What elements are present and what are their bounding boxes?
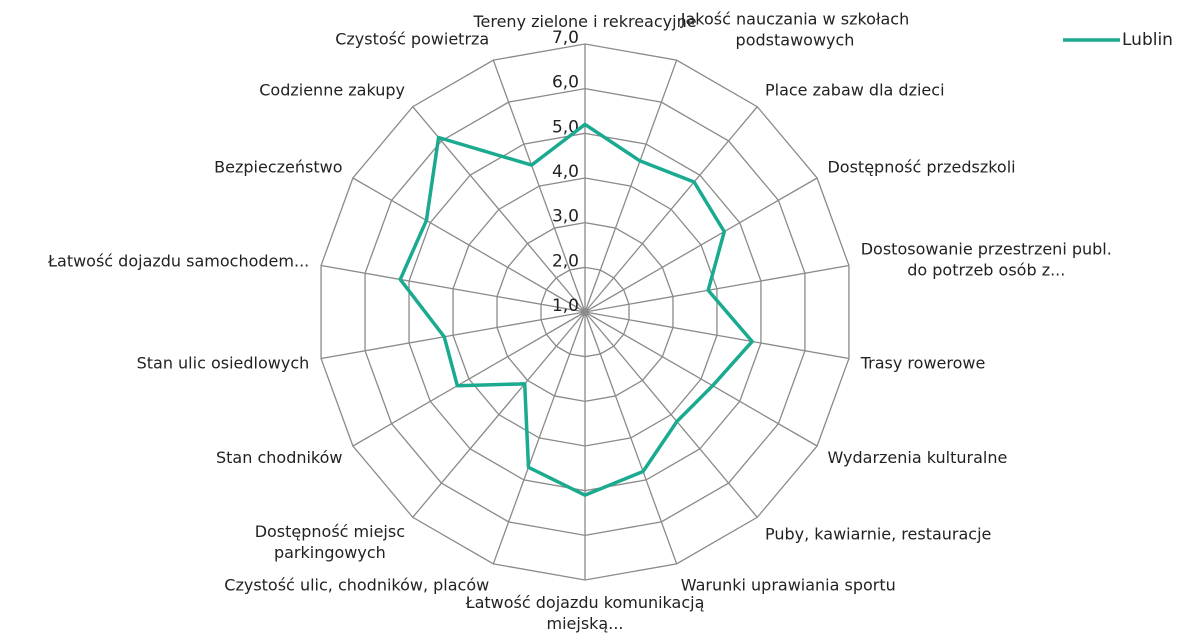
tick-label: 5,0 (552, 117, 579, 137)
category-label: Codzienne zakupy (259, 79, 406, 99)
spoke (492, 311, 586, 565)
tick-label: 6,0 (552, 73, 579, 93)
spoke (412, 106, 586, 313)
category-label: Łatwość dojazdu komunikacją miejską... (465, 593, 705, 633)
spoke (584, 311, 758, 518)
spoke (412, 311, 586, 518)
tick-label: 3,0 (552, 207, 579, 227)
spoke (584, 106, 758, 313)
category-label: Dostępność miejsc parkingowych (254, 522, 406, 563)
spoke (352, 311, 586, 447)
spoke (320, 264, 586, 313)
spoke (352, 177, 586, 313)
spoke (584, 264, 850, 313)
legend-label: Lublin (1122, 30, 1173, 50)
category-label: Tereny zielone i rekreacyjne (473, 12, 697, 31)
category-label: Dostosowanie przestrzeni publ. do potrze… (860, 239, 1112, 280)
spoke (320, 311, 586, 360)
category-label: Stan chodników (216, 447, 343, 467)
category-label: Bezpieczeństwo (214, 157, 343, 177)
spoke (584, 311, 678, 565)
spoke (584, 311, 850, 360)
category-label: Łatwość dojazdu samochodem... (48, 252, 310, 272)
category-label: Wydarzenia kulturalne (827, 447, 1008, 467)
category-label: Place zabaw dla dzieci (764, 79, 945, 99)
spoke (584, 311, 818, 447)
category-label: Puby, kawiarnie, restauracje (764, 525, 992, 545)
series-line (398, 122, 754, 497)
tick-label: 2,0 (552, 251, 579, 271)
category-label: Stan ulic osiedlowych (136, 352, 310, 372)
tick-label: 4,0 (552, 162, 579, 182)
category-label: Dostępność przedszkoli (827, 157, 1016, 177)
category-label: Warunki uprawiania sportu (680, 575, 896, 595)
spoke (584, 177, 818, 313)
category-label: Czystość powietrza (335, 29, 490, 49)
spoke (584, 59, 678, 313)
tick-label: 7,0 (552, 28, 579, 48)
category-label: Czystość ulic, chodników, placów (224, 575, 490, 595)
tick-label: 1,0 (552, 296, 579, 316)
category-label: Jakość nauczania w szkołach podstawowych (680, 9, 910, 50)
spoke (492, 59, 586, 313)
category-label: Trasy rowerowe (860, 352, 986, 372)
